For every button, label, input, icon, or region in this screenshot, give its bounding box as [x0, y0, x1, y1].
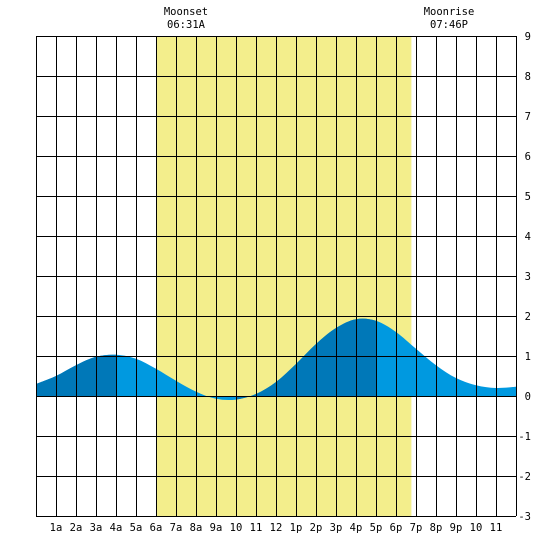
x-tick-label: 1a	[50, 522, 63, 534]
y-tick-label: 1	[525, 351, 531, 363]
y-tick-label: -3	[518, 511, 531, 523]
tide-area-rising	[236, 318, 376, 400]
y-tick-label: 8	[525, 71, 531, 83]
x-tick-label: 11	[490, 522, 503, 534]
y-tick-label: 7	[525, 111, 531, 123]
y-tick-label: 9	[525, 31, 531, 43]
x-tick-label: 5a	[130, 522, 143, 534]
x-tick-label: 1p	[290, 522, 303, 534]
x-tick-label: 10	[230, 522, 243, 534]
x-tick-label: 6p	[390, 522, 403, 534]
y-tick-label: 3	[525, 271, 531, 283]
x-tick-label: 4a	[110, 522, 123, 534]
x-tick-label: 2a	[70, 522, 83, 534]
y-tick-label: -2	[518, 471, 531, 483]
x-tick-label: 3p	[330, 522, 343, 534]
x-tick-label: 2p	[310, 522, 323, 534]
moonset-label: Moonset	[164, 6, 208, 18]
y-tick-labels: 9 8 7 6 5 4 3 2 1 0 -1 -2 -3	[518, 31, 531, 523]
y-tick-label: 0	[525, 391, 531, 403]
x-tick-label: 11	[250, 522, 263, 534]
moonrise-label: Moonrise	[424, 6, 475, 18]
x-tick-label: 7a	[170, 522, 183, 534]
moon-header: Moonset 06:31A Moonrise 07:46P	[164, 6, 474, 31]
x-tick-labels: 1a 2a 3a 4a 5a 6a 7a 8a 9a 10 11 12 1p 2p 3p 4p 5p 6p 7p 8p…	[50, 522, 503, 534]
moonrise-time: 07:46P	[430, 19, 468, 31]
grid-layer	[36, 36, 517, 517]
x-tick-label: 12	[270, 522, 283, 534]
x-tick-label: 10	[470, 522, 483, 534]
x-tick-label: 8a	[190, 522, 203, 534]
y-tick-label: 6	[525, 151, 531, 163]
y-tick-label: 5	[525, 191, 531, 203]
x-tick-label: 8p	[430, 522, 443, 534]
y-tick-label: 4	[525, 231, 531, 243]
y-tick-label: 2	[525, 311, 531, 323]
y-tick-label: -1	[518, 431, 531, 443]
x-tick-label: 9p	[450, 522, 463, 534]
moonset-time: 06:31A	[167, 19, 206, 31]
x-tick-label: 4p	[350, 522, 363, 534]
x-tick-label: 9a	[210, 522, 223, 534]
x-tick-label: 3a	[90, 522, 103, 534]
x-tick-label: 5p	[370, 522, 383, 534]
x-tick-label: 6a	[150, 522, 163, 534]
x-tick-label: 7p	[410, 522, 423, 534]
